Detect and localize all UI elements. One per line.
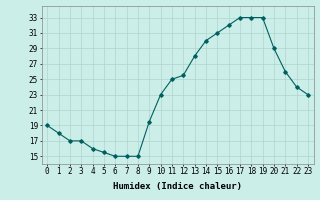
X-axis label: Humidex (Indice chaleur): Humidex (Indice chaleur) bbox=[113, 182, 242, 191]
